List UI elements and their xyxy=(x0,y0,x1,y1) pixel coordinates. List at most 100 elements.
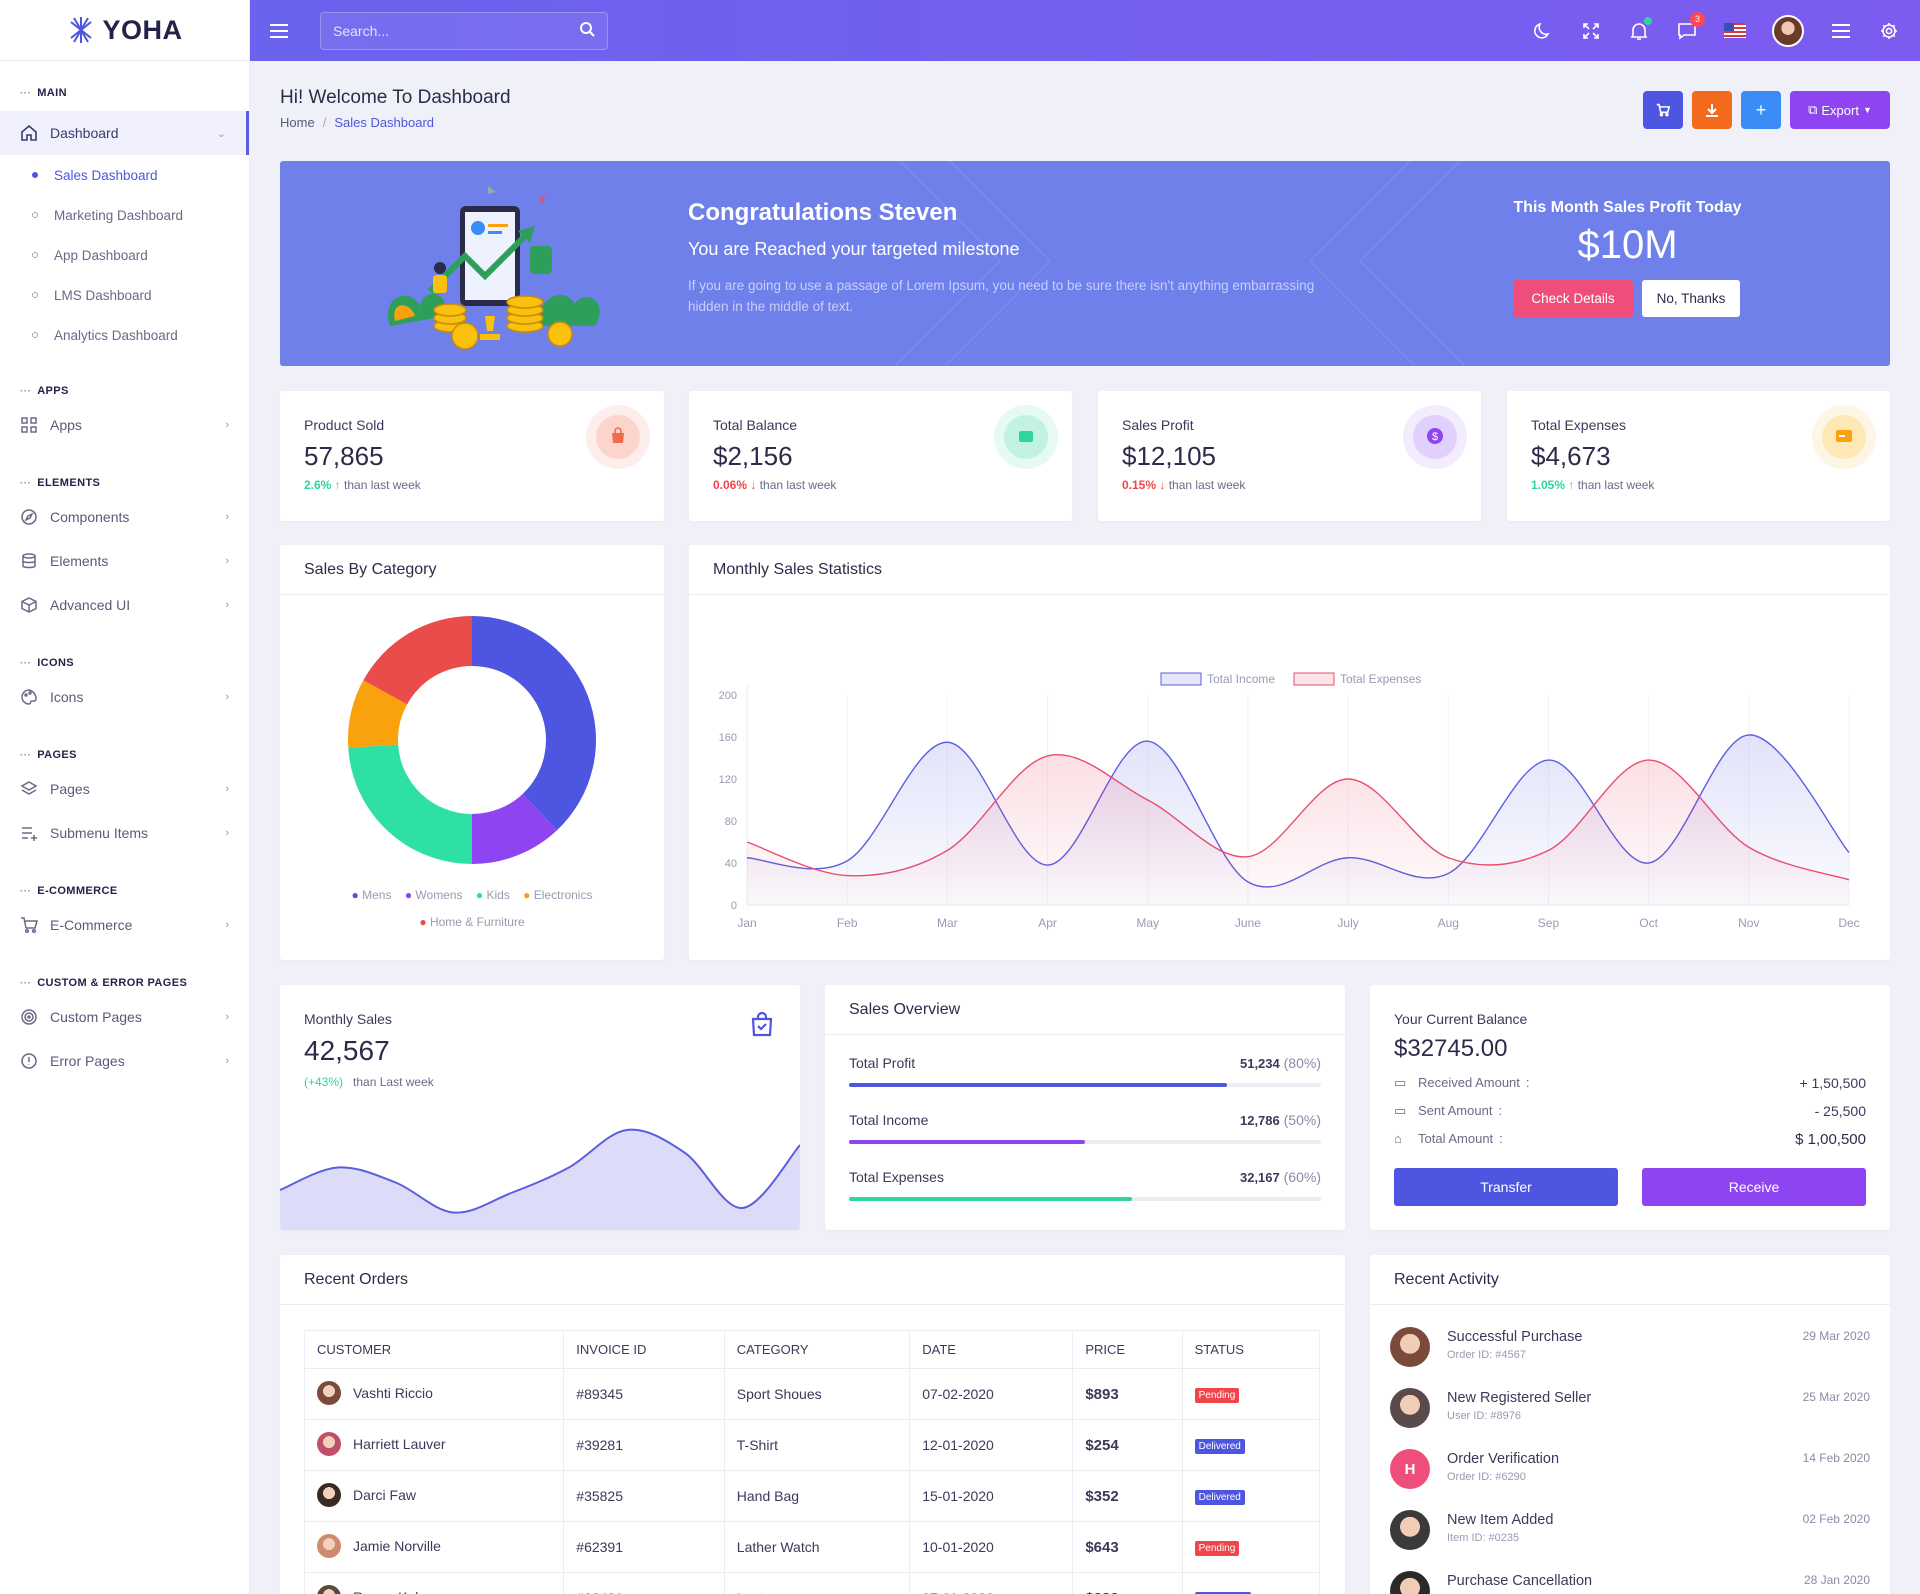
menu-toggle-icon[interactable] xyxy=(270,23,290,39)
sidebar-item-apps[interactable]: Apps › xyxy=(0,403,249,447)
table-row[interactable]: Jamie Norville #62391 Lather Watch 10-01-20… xyxy=(303,1521,1321,1573)
moon-icon[interactable] xyxy=(1532,20,1554,42)
export-button[interactable]: ⧉ Export ▼ xyxy=(1790,91,1890,129)
invoice-id: #39281 xyxy=(563,1419,725,1471)
receive-button[interactable]: Receive xyxy=(1642,1168,1866,1206)
balance-value: $32745.00 xyxy=(1394,1035,1508,1062)
sidebar-sub-marketing-dashboard[interactable]: Marketing Dashboard xyxy=(0,195,249,235)
sidebar-item-ecommerce[interactable]: E-Commerce › xyxy=(0,903,249,947)
us-flag-icon[interactable] xyxy=(1724,20,1746,42)
donut-slice[interactable] xyxy=(363,616,472,705)
overview-pct: (50%) xyxy=(1283,1112,1321,1128)
user-avatar[interactable] xyxy=(1772,14,1804,47)
sidebar-item-pages[interactable]: Pages › xyxy=(0,767,249,811)
chevron-right-icon: › xyxy=(225,783,229,795)
y-tick-label: 120 xyxy=(719,774,737,786)
overview-progress-fill xyxy=(849,1197,1133,1201)
sales-overview-card: Sales Overview Total Profit 51,234 (80%) T… xyxy=(825,985,1345,1230)
list-item[interactable]: Purchase Cancellation 28 Jan 2020 xyxy=(1390,1571,1870,1594)
invoice-id: #35825 xyxy=(563,1470,725,1522)
table-row[interactable]: Darci Faw #35825 Hand Bag 15-01-2020 $352 Del… xyxy=(303,1470,1321,1522)
table-row[interactable]: Harriett Lauver #39281 T-Shirt 12-01-2020 $2… xyxy=(303,1419,1321,1471)
hamburger-icon[interactable] xyxy=(1830,20,1852,42)
x-tick-label: Nov xyxy=(1738,916,1759,930)
card-title: Sales Overview xyxy=(825,985,1345,1035)
sidebar-item-elements[interactable]: Elements › xyxy=(0,539,249,583)
card-title: Monthly Sales Statistics xyxy=(689,545,1890,595)
legend-item-mens[interactable]: ● Mens xyxy=(351,888,392,902)
x-tick-label: Feb xyxy=(837,916,858,930)
legend-item-electronics[interactable]: ● Electronics xyxy=(523,888,593,902)
activity-date: 14 Feb 2020 xyxy=(1802,1451,1870,1465)
donut-slice[interactable] xyxy=(472,616,596,831)
list-add-icon xyxy=(20,824,38,842)
sidebar-sub-sales-dashboard[interactable]: Sales Dashboard xyxy=(0,155,249,195)
overview-row: Total Expenses 32,167 (60%) xyxy=(849,1169,1321,1201)
svg-text:$: $ xyxy=(1432,431,1438,443)
add-button[interactable]: + xyxy=(1741,91,1781,129)
check-details-button[interactable]: Check Details xyxy=(1513,280,1633,317)
stat-card-sales-profit: Sales Profit $12,105 0.15% ↓ than last w… xyxy=(1098,391,1481,521)
sidebar-item-dashboard[interactable]: Dashboard ⌄ xyxy=(0,111,249,155)
sidebar-item-components[interactable]: Components › xyxy=(0,495,249,539)
legend-label[interactable]: Total Income xyxy=(1207,672,1275,686)
cart-button[interactable] xyxy=(1643,91,1683,129)
overview-label: Total Income xyxy=(849,1112,929,1128)
gear-icon[interactable] xyxy=(1878,20,1900,42)
bell-icon[interactable] xyxy=(1628,16,1652,42)
sidebar-item-submenu[interactable]: Submenu Items › xyxy=(0,811,249,855)
sidebar-sub-lms-dashboard[interactable]: LMS Dashboard xyxy=(0,275,249,315)
fullscreen-icon[interactable] xyxy=(1580,20,1602,42)
search-icon[interactable] xyxy=(579,21,595,40)
y-tick-label: 200 xyxy=(719,690,737,702)
message-icon[interactable]: 3 xyxy=(1676,11,1705,42)
section-main: MAIN xyxy=(0,81,249,105)
customer-avatar xyxy=(317,1431,341,1456)
sidebar-sub-analytics-dashboard[interactable]: Analytics Dashboard xyxy=(0,315,249,355)
stat-card-total-expenses: Total Expenses $4,673 1.05% ↑ than last … xyxy=(1507,391,1890,521)
donut-slice[interactable] xyxy=(348,744,472,864)
message-count-badge: 3 xyxy=(1690,11,1705,27)
transfer-button[interactable]: Transfer xyxy=(1394,1168,1618,1206)
sidebar-item-error-pages[interactable]: Error Pages › xyxy=(0,1039,249,1083)
legend-item-kids[interactable]: ● Kids xyxy=(475,888,510,902)
donut-slice[interactable] xyxy=(472,793,557,864)
legend-item-home-furniture[interactable]: ● Home & Furniture xyxy=(419,915,525,929)
table-row[interactable]: Renae Kaba #92481Laptop07-01-2020$382 Comp… xyxy=(303,1572,1321,1594)
activity-sub: User ID: #8976 xyxy=(1447,1410,1521,1422)
section-pages: PAGES xyxy=(0,743,249,767)
logo[interactable]: YOHA xyxy=(0,0,249,61)
stat-card-product-sold: Product Sold 57,865 2.6% ↑ than last wee… xyxy=(280,391,664,521)
legend-label[interactable]: Total Expenses xyxy=(1340,672,1421,686)
series-line[interactable] xyxy=(746,753,1850,881)
recent-activity-card: Recent Activity Successful Purchase Order… xyxy=(1370,1255,1890,1594)
customer-name: Renae Kaba xyxy=(353,1589,431,1594)
list-item[interactable]: New Item Added Item ID: #0235 02 Feb 2020 xyxy=(1390,1510,1870,1560)
sidebar-item-custom-pages[interactable]: Custom Pages › xyxy=(0,995,249,1039)
customer-avatar xyxy=(317,1584,341,1594)
sidebar-sub-app-dashboard[interactable]: App Dashboard xyxy=(0,235,249,275)
customer-avatar xyxy=(317,1533,341,1558)
table-row[interactable]: Vashti Riccio #89345 Sport Shoues 07-02-202… xyxy=(303,1368,1321,1420)
sidebar-item-icons[interactable]: Icons › xyxy=(0,675,249,719)
customer-name: Harriett Lauver xyxy=(353,1435,446,1452)
list-item[interactable]: New Registered Seller User ID: #8976 25 Ma… xyxy=(1390,1388,1870,1438)
list-item[interactable]: H Order Verification Order ID: #6290 14 Feb… xyxy=(1390,1449,1870,1499)
list-item[interactable]: Successful Purchase Order ID: #4567 29 Mar… xyxy=(1390,1327,1870,1377)
alert-icon xyxy=(20,1052,38,1070)
search-input[interactable] xyxy=(333,22,579,39)
balance-title: Your Current Balance xyxy=(1394,1011,1528,1027)
no-thanks-button[interactable]: No, Thanks xyxy=(1642,280,1740,317)
activity-sub: Order ID: #6290 xyxy=(1447,1471,1526,1483)
legend-item-womens[interactable]: ● Womens xyxy=(404,888,463,902)
breadcrumb-home[interactable]: Home xyxy=(280,115,315,130)
donut-slice[interactable] xyxy=(348,680,408,748)
sidebar-item-advanced-ui[interactable]: Advanced UI › xyxy=(0,583,249,627)
column-header: INVOICE ID xyxy=(563,1330,725,1369)
grid-icon xyxy=(20,416,38,434)
x-tick-label: Oct xyxy=(1639,916,1658,930)
overview-progress xyxy=(849,1197,1321,1201)
activity-sub: Order ID: #4567 xyxy=(1447,1349,1526,1361)
download-button[interactable] xyxy=(1692,91,1732,129)
overview-value: 12,786 xyxy=(1239,1113,1280,1128)
